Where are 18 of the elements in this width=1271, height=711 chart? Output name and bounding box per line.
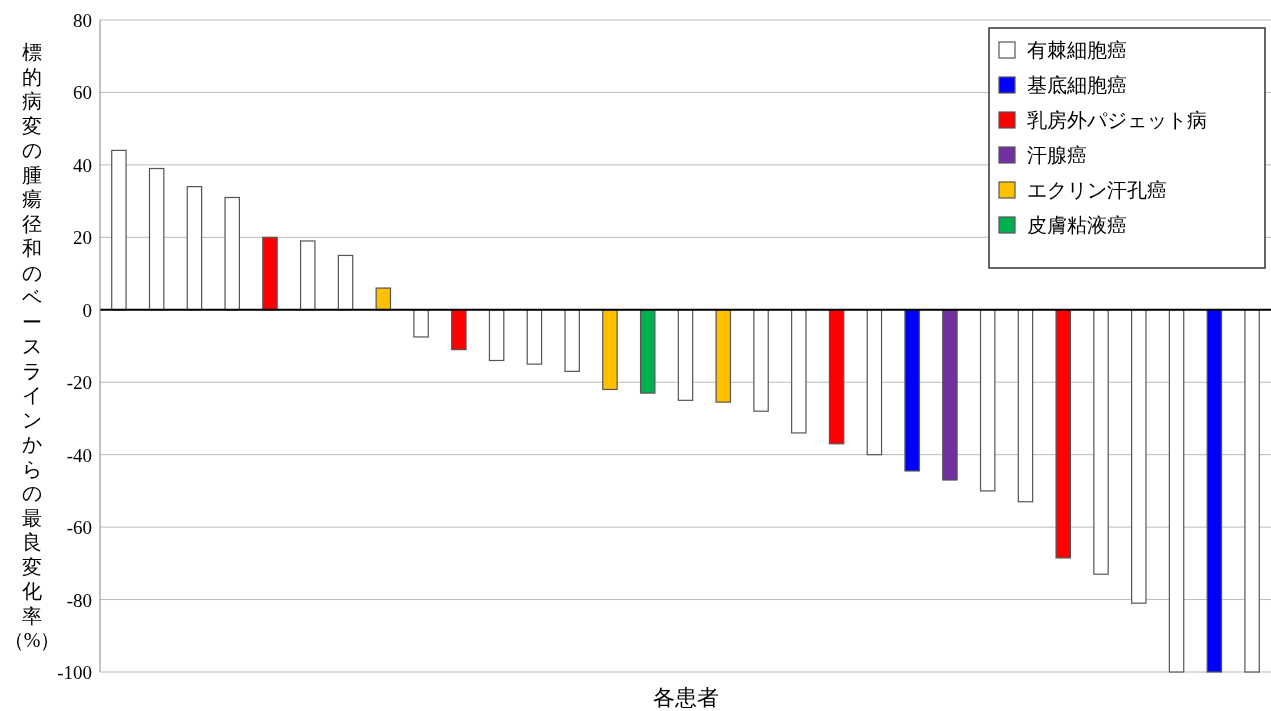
x-axis-title: 各患者 [652,685,719,710]
legend-label: 基底細胞癌 [1027,74,1127,96]
y-axis-title: 標的病変の腫瘍径和のベースラインからの最良変化率（%） [3,41,61,651]
ytick: -60 [66,517,92,539]
legend-label: 汗腺癌 [1027,144,1087,166]
ytick: 40 [73,154,92,176]
ytick: -100 [57,662,92,683]
legend-label: エクリン汗孔癌 [1027,179,1167,201]
ytick: 60 [73,82,92,104]
ytick: 0 [82,299,92,321]
ytick: 80 [73,10,92,31]
legend-label: 有棘細胞癌 [1027,39,1127,61]
legend-label: 乳房外パジェット病 [1027,109,1207,131]
ytick: -20 [66,372,92,394]
ytick: -80 [66,589,92,611]
legend-label: 皮膚粘液癌 [1027,214,1127,236]
ytick: 20 [73,227,92,249]
ytick: -40 [66,444,92,466]
